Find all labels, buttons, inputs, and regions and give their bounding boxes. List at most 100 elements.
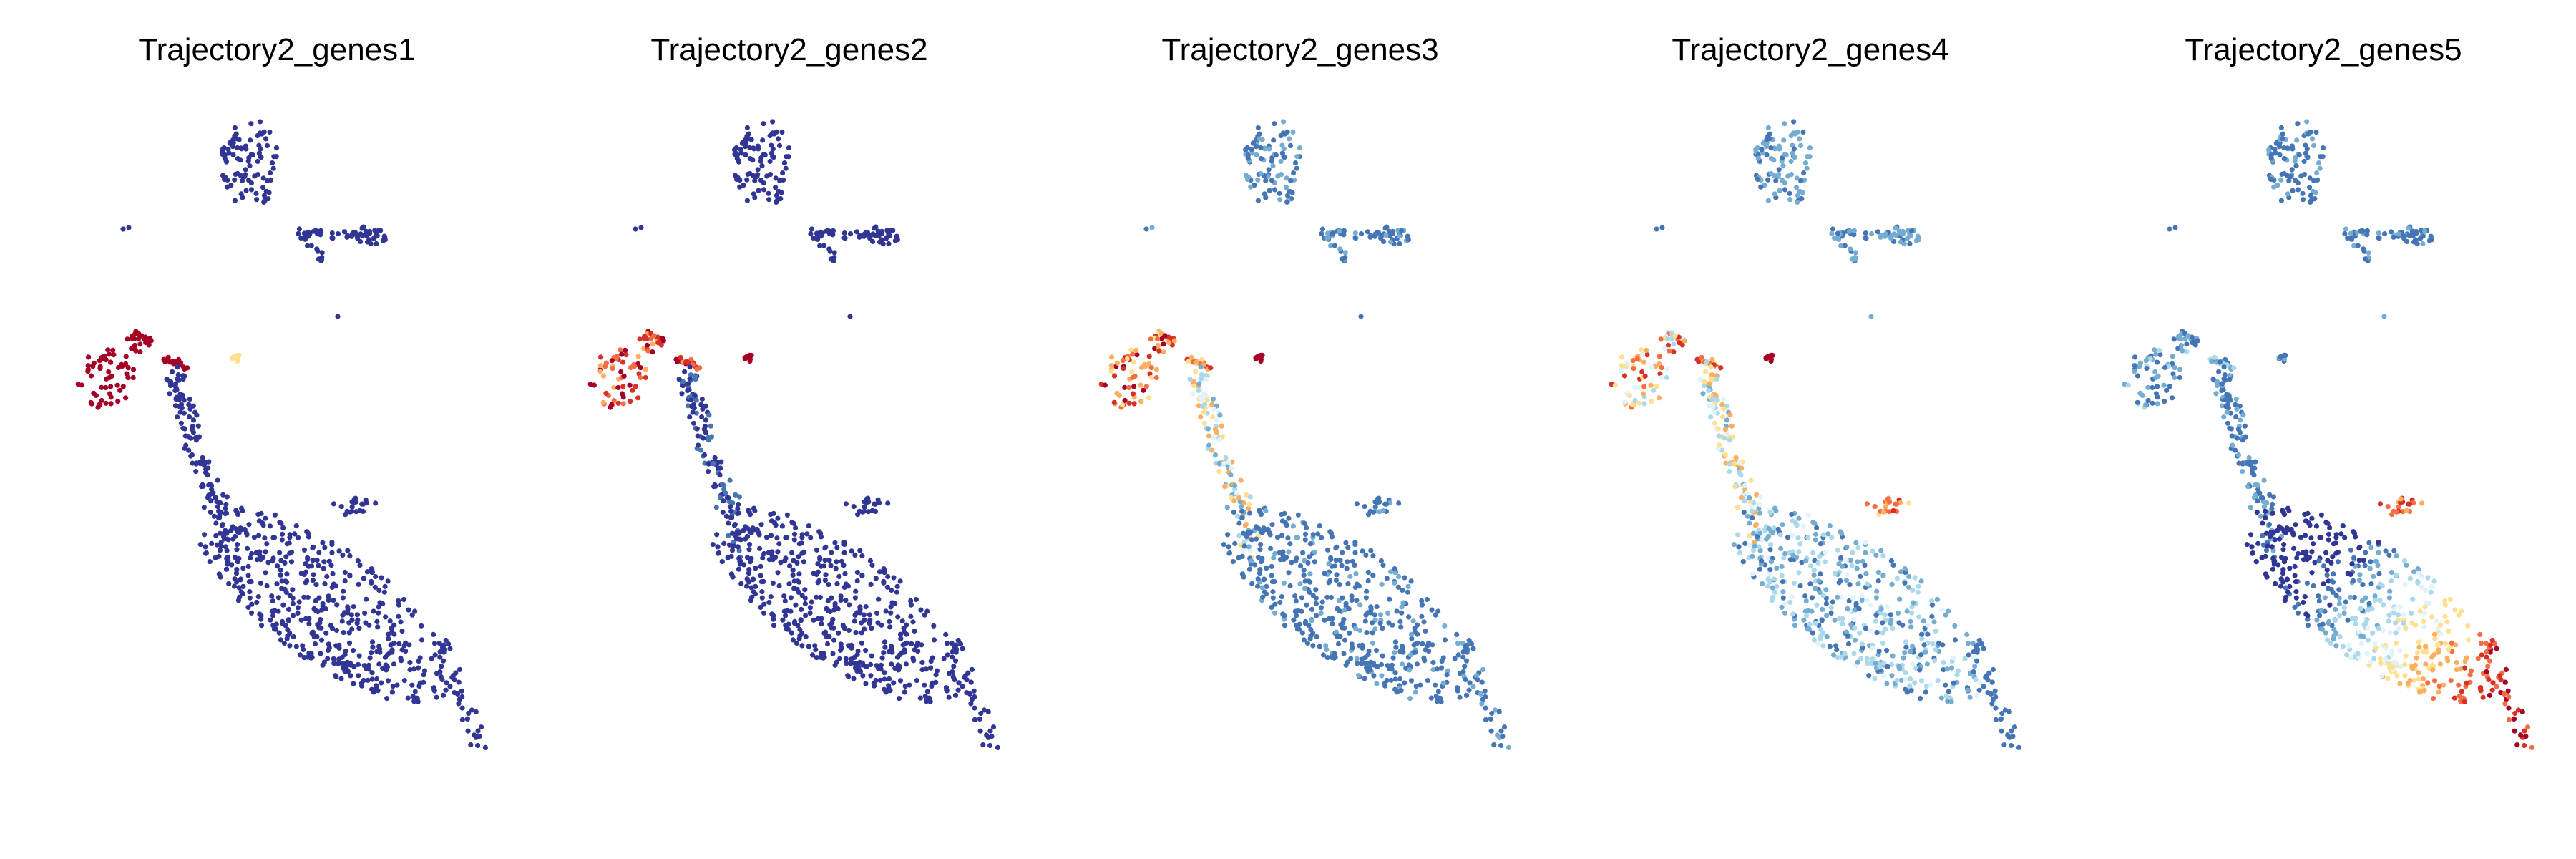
cell-point bbox=[465, 728, 471, 734]
cell-point bbox=[1428, 695, 1434, 701]
cell-point bbox=[2011, 724, 2018, 730]
cell-point bbox=[1952, 623, 1958, 629]
cell-point bbox=[143, 340, 149, 346]
cell-point bbox=[650, 341, 655, 347]
cell-point bbox=[1380, 562, 1386, 568]
cell-point bbox=[2320, 145, 2326, 151]
cell-point bbox=[686, 381, 691, 387]
cell-point bbox=[2155, 373, 2161, 379]
cell-point bbox=[1386, 664, 1392, 669]
cell-point bbox=[1332, 243, 1337, 248]
cell-point bbox=[2351, 578, 2356, 584]
cell-point bbox=[1835, 236, 1840, 241]
cell-point bbox=[1767, 571, 1773, 576]
cell-point bbox=[943, 631, 949, 638]
cell-point bbox=[1392, 670, 1398, 676]
cell-point bbox=[2258, 513, 2264, 519]
cell-point bbox=[719, 559, 725, 565]
cell-point bbox=[882, 670, 887, 676]
cell-point bbox=[799, 606, 804, 613]
cell-point bbox=[1788, 158, 1794, 165]
cell-point bbox=[1780, 589, 1786, 595]
cell-point bbox=[203, 544, 208, 550]
cell-point bbox=[1800, 190, 1805, 195]
cell-point bbox=[1284, 199, 1290, 205]
cell-point bbox=[383, 614, 389, 620]
cell-point bbox=[234, 547, 240, 553]
cell-point bbox=[275, 563, 280, 569]
cell-point bbox=[1707, 381, 1712, 387]
cell-point bbox=[1480, 666, 1485, 673]
cell-point bbox=[2296, 152, 2302, 158]
cell-point bbox=[1854, 566, 1860, 571]
cell-point bbox=[775, 549, 781, 555]
cell-point bbox=[2162, 399, 2167, 404]
cell-point bbox=[2303, 150, 2308, 156]
cell-point bbox=[1352, 550, 1358, 555]
cell-point bbox=[1902, 580, 1908, 586]
cell-point bbox=[798, 618, 804, 623]
cell-point bbox=[1399, 604, 1405, 610]
cell-point bbox=[2145, 384, 2151, 390]
cell-point bbox=[2272, 558, 2278, 564]
cell-point bbox=[894, 583, 900, 589]
cell-point bbox=[2237, 417, 2243, 423]
cell-point bbox=[834, 659, 839, 665]
cell-point bbox=[1747, 495, 1752, 501]
cell-point bbox=[784, 626, 789, 632]
cell-point bbox=[1454, 631, 1460, 638]
cell-point bbox=[2514, 742, 2520, 748]
cell-point bbox=[356, 626, 362, 631]
cell-point bbox=[807, 610, 813, 616]
cell-point bbox=[170, 359, 176, 365]
cell-point bbox=[731, 540, 736, 545]
cell-point bbox=[2293, 579, 2298, 585]
cell-point bbox=[1843, 578, 1849, 583]
cell-point bbox=[1771, 576, 1777, 582]
cell-point bbox=[1874, 630, 1880, 636]
cell-point bbox=[1747, 542, 1754, 548]
cell-point bbox=[1474, 673, 1480, 679]
cell-point bbox=[746, 510, 752, 515]
cell-point bbox=[1109, 354, 1115, 360]
cell-point bbox=[1802, 160, 1809, 166]
cell-point bbox=[1962, 656, 1968, 661]
cell-point bbox=[2233, 396, 2239, 402]
cell-point bbox=[2397, 648, 2403, 654]
cell-point bbox=[2278, 198, 2284, 203]
cell-point bbox=[1795, 535, 1801, 541]
cell-point bbox=[914, 678, 919, 684]
cell-point bbox=[972, 694, 977, 700]
cell-point bbox=[2396, 504, 2401, 510]
cell-point bbox=[1855, 581, 1861, 587]
cell-point bbox=[902, 649, 907, 655]
cell-point bbox=[403, 640, 409, 646]
cell-point bbox=[811, 571, 816, 576]
cell-point bbox=[214, 542, 220, 548]
cell-point bbox=[1295, 512, 1301, 518]
cell-point bbox=[1289, 560, 1294, 566]
cell-point bbox=[303, 616, 308, 622]
cell-point bbox=[326, 593, 331, 599]
cell-point bbox=[787, 563, 793, 569]
cell-point bbox=[751, 589, 756, 595]
cell-point bbox=[288, 549, 295, 555]
cell-point bbox=[1722, 452, 1729, 458]
cell-point bbox=[286, 618, 291, 623]
cell-point bbox=[248, 137, 253, 143]
cell-point bbox=[2365, 637, 2371, 643]
cell-point bbox=[172, 387, 178, 394]
cell-point bbox=[1333, 558, 1339, 563]
cell-point bbox=[2376, 230, 2381, 236]
cell-point bbox=[700, 406, 706, 412]
cell-point bbox=[746, 571, 752, 576]
cell-point bbox=[1506, 744, 1511, 750]
cell-point bbox=[1114, 390, 1120, 397]
cell-point bbox=[898, 636, 904, 641]
cell-point bbox=[832, 540, 838, 545]
cell-point bbox=[2451, 695, 2457, 701]
cell-point bbox=[1323, 643, 1329, 649]
cell-point bbox=[2242, 423, 2248, 429]
cell-point bbox=[1787, 197, 1793, 203]
cell-point bbox=[459, 705, 465, 711]
